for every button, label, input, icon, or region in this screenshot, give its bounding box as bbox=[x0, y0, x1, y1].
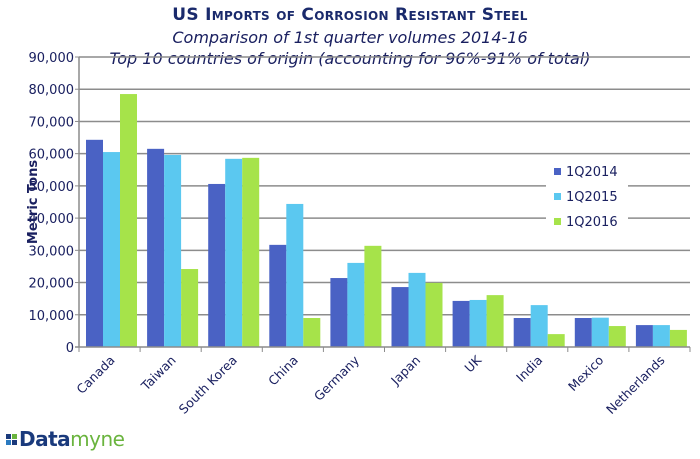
bar-1Q2015-mexico bbox=[591, 317, 609, 347]
logo-text-myne: myne bbox=[70, 427, 125, 451]
bar-1Q2015-canada bbox=[103, 152, 120, 347]
squares-grid-icon bbox=[6, 433, 17, 445]
legend-label: 1Q2014 bbox=[566, 165, 618, 180]
y-tick-label: 70,000 bbox=[29, 115, 75, 130]
axes bbox=[75, 56, 691, 352]
bar-1Q2016-taiwan bbox=[181, 269, 199, 347]
legend-swatch bbox=[554, 193, 561, 200]
bar-1Q2016-japan bbox=[425, 282, 443, 347]
bar-1Q2014-uk bbox=[452, 300, 470, 347]
legend-swatch bbox=[554, 168, 561, 175]
y-tick-label: 80,000 bbox=[29, 83, 75, 98]
bar-1Q2016-india bbox=[547, 334, 565, 347]
bar-1Q2015-japan bbox=[408, 272, 426, 347]
y-tick-label: 60,000 bbox=[29, 148, 75, 163]
bar-1Q2014-japan bbox=[391, 287, 409, 347]
bar-1Q2016-mexico bbox=[608, 326, 626, 347]
bar-1Q2014-south-korea bbox=[208, 183, 226, 347]
bar-1Q2016-germany bbox=[364, 245, 382, 347]
legend-label: 1Q2016 bbox=[566, 215, 618, 230]
chart-subtitle-1: Comparison of 1st quarter volumes 2014-1… bbox=[172, 28, 528, 47]
bar-1Q2014-canada bbox=[86, 139, 103, 347]
bar-1Q2015-netherlands bbox=[652, 325, 670, 347]
x-tick-label: India bbox=[513, 353, 545, 385]
y-tick-labels: 0 10,000 20,000 30,000 40,000 50,000 60,000 70,… bbox=[29, 51, 75, 356]
bar-1Q2015-uk bbox=[469, 299, 487, 347]
bar-1Q2016-south-korea bbox=[242, 157, 260, 347]
x-tick-label: Germany bbox=[311, 352, 363, 404]
bar-1Q2015-china bbox=[286, 203, 304, 347]
bar-1Q2014-india bbox=[513, 318, 531, 347]
y-tick-label: 10,000 bbox=[29, 309, 75, 324]
x-tick-label: UK bbox=[461, 352, 484, 375]
bar-1Q2014-mexico bbox=[574, 318, 592, 347]
y-tick-label: 40,000 bbox=[29, 212, 75, 227]
bar-1Q2015-taiwan bbox=[164, 154, 182, 347]
y-tick-label: 30,000 bbox=[29, 244, 75, 259]
x-tick-label: Taiwan bbox=[137, 353, 178, 394]
x-tick-label: Mexico bbox=[565, 353, 606, 394]
bar-1Q2014-germany bbox=[330, 278, 348, 347]
legend-label: 1Q2015 bbox=[566, 190, 618, 205]
datamyne-logo: Datamyne bbox=[6, 427, 125, 451]
bar-1Q2014-netherlands bbox=[635, 325, 653, 347]
bar-1Q2015-south-korea bbox=[225, 158, 243, 347]
y-tick-label: 50,000 bbox=[29, 180, 75, 195]
y-tick-label: 90,000 bbox=[29, 51, 75, 66]
x-tick-label: Netherlands bbox=[603, 353, 667, 417]
bar-1Q2015-germany bbox=[347, 262, 365, 347]
logo-text-data: Data bbox=[19, 427, 71, 451]
legend: 1Q2014 1Q2015 1Q2016 bbox=[546, 160, 628, 242]
x-tick-label: Japan bbox=[387, 353, 423, 389]
y-axis-label: Metric Tons bbox=[26, 160, 41, 244]
bar-1Q2016-netherlands bbox=[669, 329, 687, 347]
bar-1Q2015-india bbox=[530, 305, 548, 347]
bar-1Q2016-uk bbox=[486, 295, 504, 347]
bar-1Q2016-canada bbox=[120, 94, 137, 347]
x-tick-label: China bbox=[265, 353, 301, 389]
bars bbox=[86, 94, 687, 347]
bar-1Q2014-taiwan bbox=[147, 148, 165, 347]
x-tick-label: Canada bbox=[73, 353, 117, 397]
legend-swatch bbox=[554, 218, 561, 225]
chart-subtitle-2: Top 10 countries of origin (accounting f… bbox=[109, 49, 591, 68]
bar-1Q2014-china bbox=[269, 244, 287, 347]
bar-1Q2016-china bbox=[303, 318, 321, 347]
x-tick-label: South Korea bbox=[176, 353, 240, 417]
y-tick-label: 20,000 bbox=[29, 277, 75, 292]
chart-title: US Imports of Corrosion Resistant Steel bbox=[172, 5, 528, 25]
y-tick-label: 0 bbox=[66, 341, 74, 356]
